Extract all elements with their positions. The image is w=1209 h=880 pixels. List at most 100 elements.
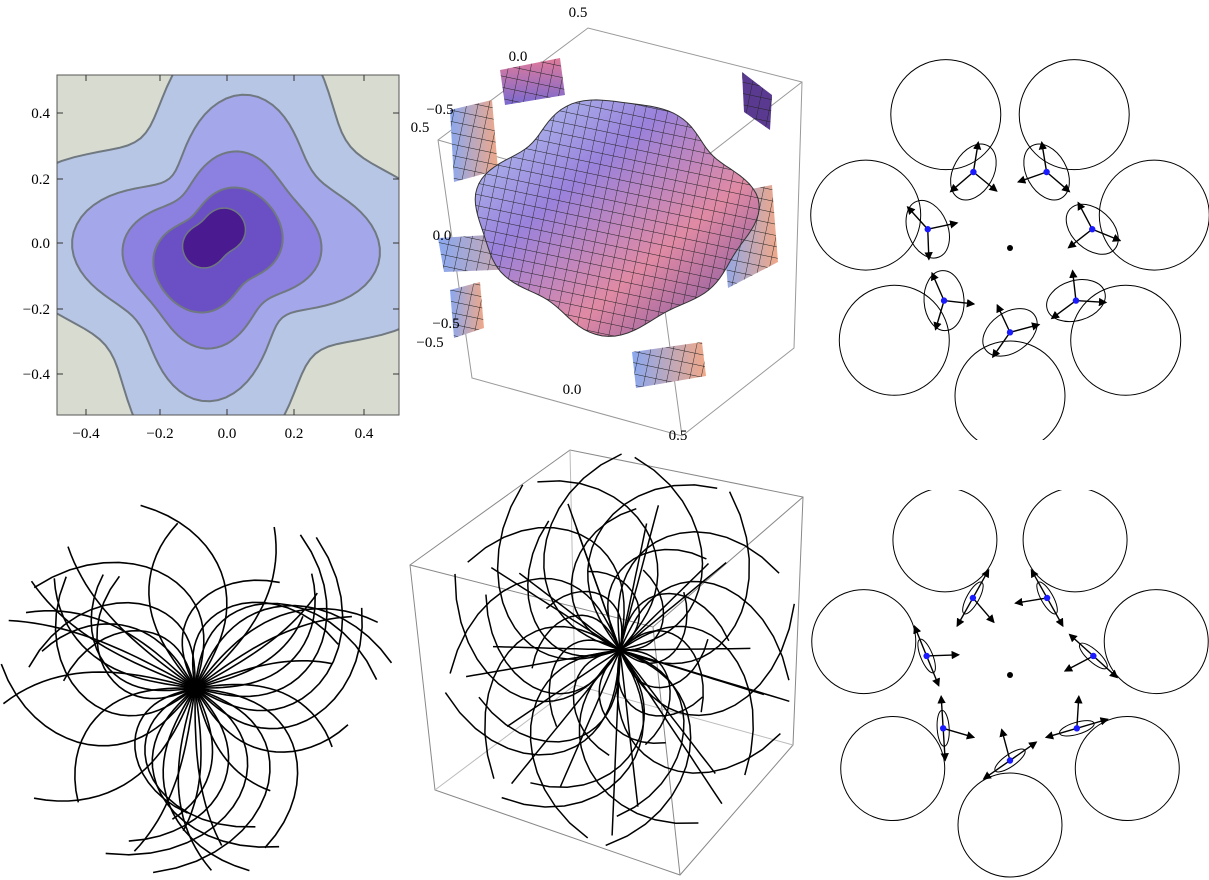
force-arrow (1069, 269, 1078, 301)
streamline (194, 687, 271, 792)
streamline (105, 687, 249, 856)
svg-text:−0.5: −0.5 (432, 316, 459, 332)
streamline (96, 575, 196, 700)
particle-marker (1089, 226, 1096, 233)
large-circle (1074, 716, 1180, 822)
large-circle (954, 340, 1066, 440)
force-arrow (1068, 633, 1094, 657)
orbit-ellipse (982, 308, 1038, 357)
force-arrow (913, 625, 928, 657)
y-tick-label: 0.0 (31, 236, 50, 252)
force-arrow (925, 655, 940, 687)
streamline (62, 629, 196, 689)
streamline (467, 527, 625, 651)
streamline (616, 649, 685, 817)
streamline (490, 566, 621, 651)
contour-tick-marks (57, 75, 399, 415)
large-circle (810, 159, 922, 271)
force-arrow (927, 220, 959, 230)
axis-tick-labels: 0.5 0.0 −0.5 0.5 0.0 −0.5 −0.5 0.0 0.5 (411, 5, 688, 444)
force-arrow (1046, 171, 1071, 193)
x-tick-label: −0.4 (72, 426, 100, 442)
force-arrow (1014, 597, 1048, 607)
force-arrow (1050, 300, 1077, 320)
streamline (543, 453, 622, 651)
force-arrow (924, 229, 933, 261)
force-arrow (1067, 228, 1093, 249)
large-circle (811, 589, 917, 695)
orbit-ellipse (905, 199, 950, 259)
force-arrow (999, 728, 1011, 761)
particle-marker (1072, 297, 1080, 304)
force-arrow (949, 171, 974, 193)
orbit-ellipse (1023, 143, 1070, 201)
orbit-ellipse (1046, 279, 1106, 323)
streamline (194, 687, 349, 753)
svg-text:0.0: 0.0 (433, 228, 452, 244)
force-arrow (1009, 741, 1038, 762)
streamline (144, 687, 256, 828)
force-arrow (972, 171, 998, 192)
large-circle (838, 284, 950, 396)
bounding-box (409, 449, 804, 876)
force-arrow (1030, 568, 1048, 599)
large-circle (957, 772, 1063, 878)
force-arrow (943, 298, 976, 308)
large-circle (1070, 284, 1182, 396)
streamline (449, 577, 621, 674)
streamline (33, 687, 196, 802)
force-arrow (982, 759, 1011, 780)
streamline (194, 688, 223, 846)
streamline (181, 579, 280, 689)
particle-marker (1090, 652, 1097, 660)
large-circle (840, 716, 946, 822)
streamline-plot-2d (0, 504, 393, 874)
force-arrow (930, 271, 945, 301)
streamline (619, 456, 704, 651)
streamline (607, 548, 707, 651)
x-tick-label: 0.4 (355, 426, 374, 442)
particle-ring-diagram-top (810, 59, 1209, 440)
streamline (575, 527, 621, 651)
streamline (465, 649, 621, 678)
force-arrow (937, 694, 946, 729)
streamline (619, 649, 671, 746)
svg-text:−0.5: −0.5 (426, 102, 453, 118)
force-arrow (972, 568, 990, 599)
streamline (182, 687, 202, 832)
particle-marker (1043, 594, 1051, 602)
particle-marker (1006, 757, 1014, 764)
streamline (619, 649, 790, 703)
streamline (8, 619, 196, 689)
force-arrow (956, 597, 974, 628)
streamline (195, 573, 316, 689)
force-arrow (1076, 717, 1109, 729)
svg-text:0.5: 0.5 (669, 428, 688, 444)
particle-ring-diagram-bottom (811, 490, 1209, 878)
isosurface-plot: 0.5 0.0 −0.5 0.5 0.0 −0.5 −0.5 0.0 0.5 (411, 5, 803, 444)
streamline (444, 649, 621, 756)
streamline (619, 625, 754, 776)
particle-marker (939, 725, 947, 732)
streamline (570, 507, 637, 651)
x-tick-label: −0.2 (146, 426, 173, 442)
force-arrow (1044, 727, 1078, 740)
particle-marker (970, 168, 977, 176)
streamline (578, 649, 699, 824)
streamline (559, 649, 621, 788)
contour-plot: −0.4 −0.2 0.0 0.2 0.4 0.4 0.2 0.0 −0.2 −… (23, 74, 400, 442)
streamline (619, 638, 709, 689)
streamline (194, 607, 363, 730)
streamline (194, 534, 328, 698)
force-arrow (1016, 171, 1047, 184)
streamline (191, 601, 339, 689)
streamline (572, 649, 621, 757)
force-arrow (1046, 597, 1064, 628)
center-point (1007, 245, 1013, 251)
y-tick-label: −0.2 (23, 302, 50, 318)
streamline (518, 572, 621, 651)
particle-marker (1043, 168, 1050, 176)
streamline (30, 580, 196, 689)
streamline (617, 531, 780, 651)
force-arrow (906, 205, 929, 230)
